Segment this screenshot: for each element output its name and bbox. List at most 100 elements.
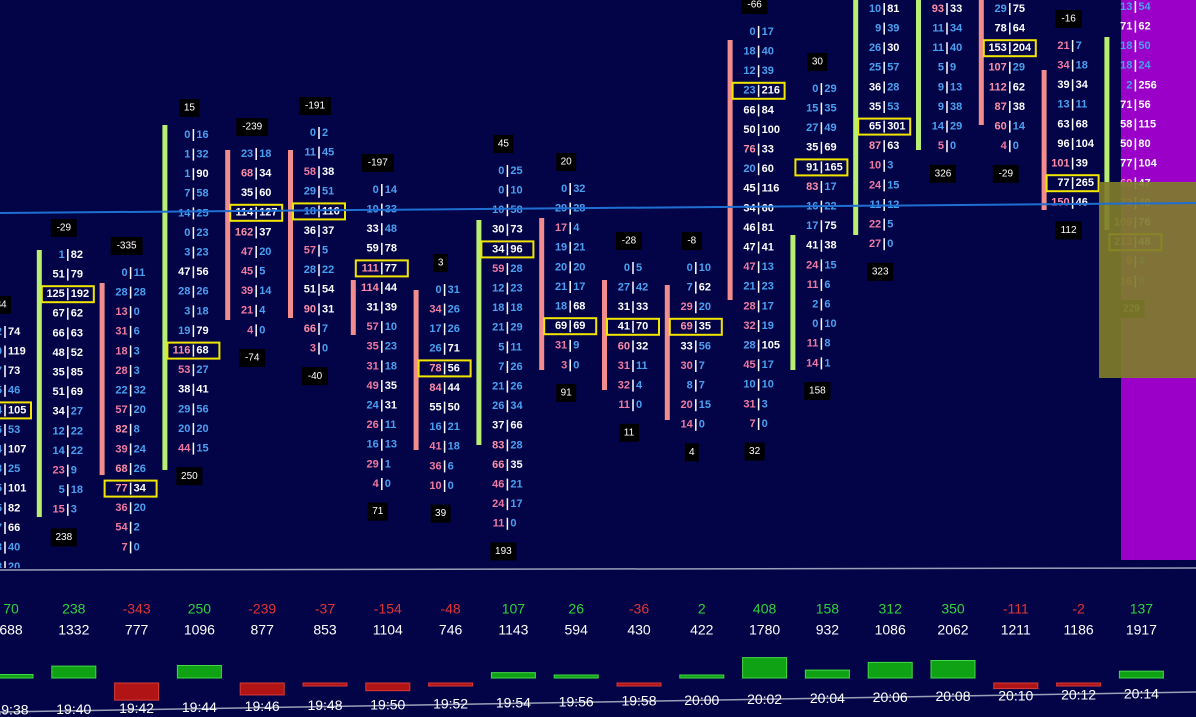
bid-volume: 34 — [429, 304, 442, 316]
bid-volume: 83 — [806, 181, 818, 193]
ask-volume: 0 — [322, 343, 328, 355]
bar-volume: 1186 — [1064, 622, 1094, 638]
price-line — [0, 202, 1196, 214]
ask-volume: 60 — [762, 163, 774, 175]
ask-volume: 204 — [1013, 42, 1032, 54]
cell-separator — [820, 239, 823, 252]
cell-separator — [4, 404, 6, 417]
bid-volume: 116 — [173, 345, 191, 357]
cell-separator — [192, 207, 195, 220]
cell-separator — [506, 165, 509, 177]
bid-volume: 11 — [807, 338, 819, 350]
ask-volume: 0 — [950, 140, 956, 152]
delta-label: 326 — [935, 168, 952, 179]
cell-separator — [318, 185, 320, 198]
bid-volume: 63 — [1057, 118, 1069, 130]
bid-volume: 17 — [429, 323, 441, 335]
bid-volume: 59 — [492, 263, 504, 275]
cell-separator — [4, 326, 6, 338]
bid-volume: 0 — [184, 129, 190, 141]
bid-volume: 35 — [869, 101, 881, 113]
delta-bar — [114, 682, 160, 701]
ask-volume: 18 — [385, 360, 397, 372]
label-box — [992, 164, 1019, 183]
ask-volume: 116 — [322, 205, 340, 217]
ask-volume: 70 — [636, 321, 648, 333]
delta-label: -191 — [305, 101, 325, 112]
bid-volume: 51 — [304, 284, 316, 296]
bid-volume: 66 — [492, 459, 504, 471]
bid-volume: 0 — [310, 127, 316, 139]
bid-volume: 5 — [938, 140, 944, 152]
delta-bar — [365, 682, 411, 692]
bar-delta: 2 — [698, 601, 706, 617]
ask-volume: 38 — [950, 101, 962, 113]
ask-volume: 25 — [196, 207, 208, 219]
imbalance-bar — [602, 280, 607, 390]
ask-volume: 9 — [573, 340, 579, 352]
cell-separator — [4, 541, 6, 554]
bid-volume: 17 — [806, 220, 818, 232]
cell-separator — [946, 140, 948, 153]
bid-volume: 60 — [995, 121, 1007, 133]
cell-separator — [192, 246, 195, 259]
cell-separator — [67, 327, 69, 340]
ask-volume: 18 — [196, 305, 208, 317]
cell-separator — [506, 400, 509, 413]
ask-volume: 15 — [887, 179, 899, 191]
cell-separator — [506, 321, 509, 334]
delta-bar — [679, 674, 725, 679]
delta-label: 45 — [498, 139, 510, 150]
cell-separator — [1071, 40, 1074, 52]
ask-volume: 7 — [322, 323, 328, 335]
ask-volume: 20 — [8, 561, 20, 573]
cell-separator — [129, 482, 132, 495]
bid-volume: 9 — [938, 81, 944, 93]
bid-volume: 9 — [938, 101, 944, 113]
bid-volume: 7 — [687, 282, 693, 294]
cell-separator — [255, 285, 257, 298]
ask-volume: 41 — [196, 384, 208, 396]
bid-volume: 20 — [178, 423, 190, 435]
ask-volume: 28 — [887, 81, 899, 93]
delta-bar — [428, 682, 474, 687]
ask-volume: 0 — [762, 418, 768, 430]
ask-volume: 14 — [1013, 121, 1026, 133]
bid-volume: 0 — [812, 318, 818, 330]
ask-volume: 75 — [1013, 3, 1025, 15]
ask-volume: 68 — [196, 345, 208, 357]
ask-volume: 2 — [322, 127, 328, 139]
label-box — [179, 99, 200, 117]
bid-volume: 87 — [869, 140, 881, 152]
bid-volume: 82 — [115, 424, 127, 436]
ask-volume: 33 — [762, 144, 774, 156]
cell-separator — [820, 357, 823, 370]
cell-separator — [506, 517, 509, 530]
bid-volume: 21 — [492, 322, 504, 334]
cell-separator — [129, 463, 132, 475]
bid-volume: 21 — [492, 381, 504, 393]
cell-separator — [820, 298, 823, 311]
bar-delta: 312 — [879, 601, 903, 617]
cell-separator — [129, 286, 132, 299]
ask-volume: 81 — [762, 222, 774, 234]
label-box — [807, 53, 828, 71]
cell-separator — [695, 281, 697, 294]
cell-separator — [1134, 59, 1137, 72]
ask-volume: 56 — [196, 266, 208, 278]
label-box — [1055, 10, 1082, 28]
label-box — [0, 296, 11, 314]
bid-volume: 5 — [59, 484, 65, 496]
bid-volume: 68 — [115, 463, 127, 475]
ask-volume: 18 — [510, 302, 522, 314]
cell-separator — [1009, 22, 1011, 35]
cell-separator — [192, 227, 195, 239]
cell-separator — [443, 323, 446, 336]
bid-volume: 0 — [561, 183, 567, 195]
cell-separator — [946, 42, 948, 55]
ask-volume: 13 — [950, 81, 962, 93]
cell-separator — [757, 418, 760, 430]
bid-volume: 69 — [555, 320, 567, 332]
cell-separator — [757, 65, 760, 78]
cell-separator — [4, 561, 6, 568]
